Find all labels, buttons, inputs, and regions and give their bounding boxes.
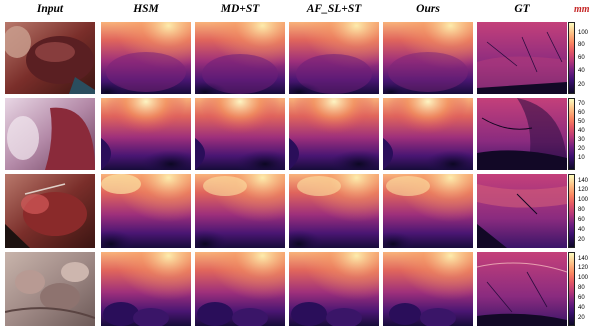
gt-depth-row-2 [477,98,567,170]
gt-depth-row-3 [477,174,567,248]
colorbar-row-2 [568,98,575,170]
af-sl-st-depth-row-4 [289,252,379,326]
colorbar-row-3 [568,174,575,248]
af-sl-st-depth-row-3 [289,174,379,248]
colorbar-row-4 [568,252,575,326]
colorbar-tick: 60 [578,295,585,301]
hsm-depth-row-1 [101,22,191,94]
colorbar-tick: 40 [578,227,585,233]
colorbar-tick: 20 [578,237,585,243]
colorbar-tick: 20 [578,315,585,321]
ours-depth-row-1 [383,22,473,94]
colorbar-tick: 50 [578,119,585,125]
input-image-row-4 [5,252,95,326]
colorbar-tick: 80 [578,207,585,213]
colorbar-tick: 120 [578,265,589,271]
colorbar-tick: 20 [578,146,585,152]
input-image-row-1 [5,22,95,94]
colorbar-tick: 60 [578,110,585,116]
colorbar-tick: 10 [578,155,585,161]
ours-depth-row-3 [383,174,473,248]
gt-depth-row-4 [477,252,567,326]
hsm-depth-row-2 [101,98,191,170]
header-gt: GT [514,3,530,15]
colorbar-tick: 60 [578,217,585,223]
input-image-row-2 [5,98,95,170]
ours-depth-row-4 [383,252,473,326]
header-ours: Ours [416,3,440,15]
header-hsm: HSM [133,3,159,15]
colorbar-tick: 30 [578,137,585,143]
colorbar-tick: 100 [578,197,589,203]
colorbar-row-1 [568,22,575,94]
hsm-depth-row-3 [101,174,191,248]
colorbar-tick: 70 [578,101,585,107]
ours-depth-row-2 [383,98,473,170]
colorbar-tick: 120 [578,187,589,193]
colorbar-tick: 60 [578,55,585,61]
md-st-depth-row-3 [195,174,285,248]
header-af-sl-st: AF_SL+ST [306,3,362,15]
colorbar-tick: 40 [578,68,585,74]
colorbar-tick: 140 [578,256,589,262]
colorbar-tick: 40 [578,305,585,311]
header-md-st: MD+ST [220,3,260,15]
md-st-depth-row-1 [195,22,285,94]
gt-depth-row-1 [477,22,567,94]
colorbar-tick: 100 [578,30,589,36]
af-sl-st-depth-row-2 [289,98,379,170]
colorbar-tick: 40 [578,128,585,134]
header-input: Input [36,3,64,15]
af-sl-st-depth-row-1 [289,22,379,94]
colorbar-tick: 100 [578,275,589,281]
hsm-depth-row-4 [101,252,191,326]
input-image-row-3 [5,174,95,248]
md-st-depth-row-2 [195,98,285,170]
colorbar-tick: 20 [578,82,585,88]
colorbar-tick: 80 [578,42,585,48]
colorbar-tick: 80 [578,285,585,291]
unit-label: mm [574,4,590,15]
colorbar-tick: 140 [578,178,589,184]
md-st-depth-row-4 [195,252,285,326]
